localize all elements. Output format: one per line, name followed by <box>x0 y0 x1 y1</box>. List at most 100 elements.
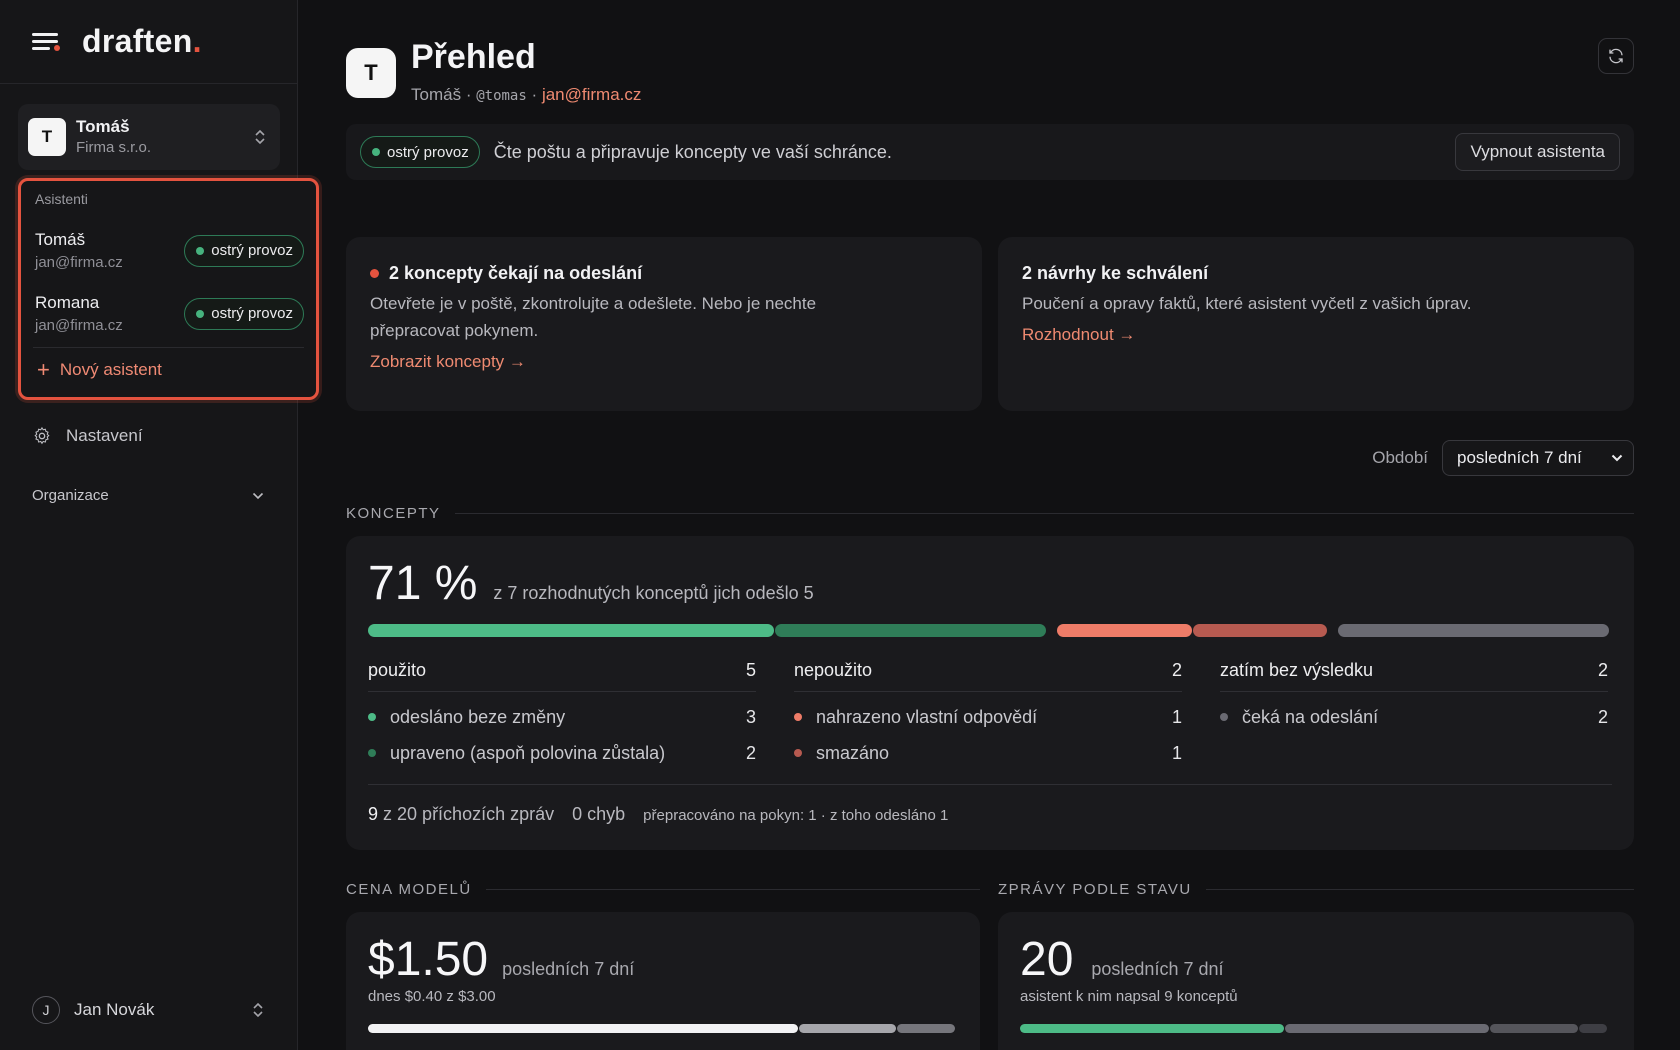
assistant-dropdown: Asistenti Tomáš jan@firma.cz ostrý provo… <box>18 178 319 400</box>
organization-section-toggle[interactable]: Organizace <box>32 487 264 504</box>
chevron-down-icon <box>252 492 264 499</box>
status-dot-icon <box>196 246 205 255</box>
legend-dot-icon <box>368 713 376 721</box>
assistant-option[interactable]: Romana jan@firma.cz ostrý provoz <box>33 282 304 345</box>
user-name: Jan Novák <box>74 1000 155 1019</box>
divider <box>368 784 1612 785</box>
cost-progress-bar <box>368 1024 956 1033</box>
bar-segment <box>1490 1024 1578 1033</box>
page-subtitle: Tomáš · @tomas · jan@firma.cz <box>411 85 642 104</box>
decide-link[interactable]: Rozhodnout → <box>1022 325 1136 344</box>
assistant-option[interactable]: Tomáš jan@firma.cz ostrý provoz <box>33 219 304 282</box>
assistant-status-bar: ostrý provoz Čte poštu a připravuje konc… <box>346 124 1634 180</box>
card-title: 2 koncepty čekají na odeslání <box>370 263 958 284</box>
sidebar-item-settings[interactable]: Nastavení <box>32 426 143 446</box>
breakdown-column: použito 5 odesláno beze změny 3 upraveno (as… <box>368 660 756 764</box>
breakdown-column: nepoužito 2 nahrazeno vlastní odpovědí 1 sma… <box>794 660 1182 764</box>
chevron-up-down-icon <box>253 1002 263 1018</box>
bar-segment <box>1056 624 1192 637</box>
org-avatar: T <box>28 118 66 156</box>
breakdown-item: čeká na odeslání 2 <box>1220 706 1608 728</box>
drafts-progress-bar <box>368 624 1610 637</box>
status-dot-icon <box>372 148 380 156</box>
new-assistant-button[interactable]: + Nový asistent <box>37 357 162 382</box>
bar-segment <box>1338 624 1609 637</box>
disable-assistant-button[interactable]: Vypnout asistenta <box>1455 133 1620 171</box>
chevron-down-icon <box>1611 454 1623 462</box>
alert-dot-icon <box>370 269 379 278</box>
period-label: Období <box>1372 448 1428 467</box>
page-header: T Přehled Tomáš · @tomas · jan@firma.cz <box>346 0 1634 118</box>
messages-detail: asistent k nim napsal 9 konceptů <box>1020 988 1238 1005</box>
status-badge: ostrý provoz <box>184 234 304 267</box>
breakdown-item: smazáno 1 <box>794 742 1182 764</box>
section-label-messages-by-status: ZPRÁVY PODLE STAVU <box>998 881 1634 898</box>
show-drafts-link[interactable]: Zobrazit koncepty → <box>370 352 526 371</box>
status-dot-icon <box>196 309 205 318</box>
cost-period: posledních 7 dní <box>502 959 635 979</box>
drafts-footer-stats: 9 z 20 příchozích zpráv 0 chyb přepracov… <box>368 804 949 824</box>
email-link[interactable]: jan@firma.cz <box>541 85 642 104</box>
bar-segment <box>368 624 775 637</box>
period-filter: Období posledních 7 dní <box>1372 440 1634 476</box>
bar-segment <box>897 1024 955 1033</box>
logo[interactable]: draften. <box>82 23 202 59</box>
drafts-pending-card: 2 koncepty čekají na odeslání Otevřete j… <box>346 237 982 411</box>
bar-segment <box>368 1024 799 1033</box>
legend-dot-icon <box>368 749 376 757</box>
period-select[interactable]: posledních 7 dní <box>1442 440 1634 476</box>
organization-switcher[interactable]: T Tomáš Firma s.r.o. <box>18 104 280 170</box>
breakdown-header: použito 5 <box>368 660 756 692</box>
menu-icon[interactable] <box>32 31 60 53</box>
cost-detail: dnes $0.40 z $3.00 <box>368 988 496 1005</box>
breakdown-header: nepoužito 2 <box>794 660 1182 692</box>
breakdown-header: zatím bez výsledku 2 <box>1220 660 1608 692</box>
bar-segment <box>1192 624 1328 637</box>
org-user-name: Tomáš <box>76 117 130 137</box>
breakdown-item: nahrazeno vlastní odpovědí 1 <box>794 706 1182 728</box>
breakdown-column: zatím bez výsledku 2 čeká na odeslání 2 <box>1220 660 1608 728</box>
legend-dot-icon <box>794 713 802 721</box>
user-avatar: J <box>32 996 60 1024</box>
assistant-name: Romana <box>35 293 100 312</box>
card-text: Otevřete je v poště, zkontrolujte a odeš… <box>370 294 817 340</box>
chevron-up-down-icon <box>254 128 266 147</box>
refresh-button[interactable] <box>1598 38 1634 74</box>
used-percent: 71 % <box>368 557 478 610</box>
legend-dot-icon <box>1220 713 1228 721</box>
gear-icon <box>34 426 50 445</box>
messages-status-card: 20 posledních 7 dní asistent k nim napsa… <box>998 912 1634 1050</box>
drafts-summary: z 7 rozhodnutých konceptů jich odešlo 5 <box>493 583 814 603</box>
brand: draften. <box>0 0 297 84</box>
messages-progress-bar <box>1020 1024 1608 1033</box>
main-content: T Přehled Tomáš · @tomas · jan@firma.cz … <box>346 0 1634 1050</box>
status-badge: ostrý provoz <box>184 297 304 330</box>
status-badge: ostrý provoz <box>360 136 480 168</box>
org-company: Firma s.r.o. <box>76 139 152 157</box>
cost-amount: $1.50 <box>368 933 489 986</box>
sidebar-item-label: Nastavení <box>66 426 143 445</box>
page-title: Přehled <box>411 38 536 76</box>
bar-segment <box>775 624 1046 637</box>
assistant-email: jan@firma.cz <box>35 317 123 334</box>
bar-segment <box>799 1024 897 1033</box>
breakdown-item: odesláno beze změny 3 <box>368 706 756 728</box>
card-text: Poučení a opravy faktů, které asistent v… <box>1022 294 1472 313</box>
assistant-name: Tomáš <box>35 230 86 249</box>
refresh-icon <box>1609 48 1623 64</box>
sidebar: draften. T Tomáš Firma s.r.o. Nastavení … <box>0 0 319 1050</box>
legend-dot-icon <box>794 749 802 757</box>
divider <box>33 347 304 348</box>
organization-label: Organizace <box>32 487 109 504</box>
user-menu[interactable]: J Jan Novák <box>32 996 264 1024</box>
messages-period: posledních 7 dní <box>1091 959 1224 979</box>
breakdown-item: upraveno (aspoň polovina zůstala) 2 <box>368 742 756 764</box>
section-label-model-cost: CENA MODELŮ <box>346 881 980 898</box>
reworked-info: přepracováno na pokyn: 1 · z toho odeslá… <box>643 807 949 824</box>
message-count: 20 <box>1020 933 1074 986</box>
status-description: Čte poštu a připravuje koncepty ve vaší … <box>493 141 892 162</box>
user-handle: @tomas <box>476 88 527 104</box>
drafts-stats-card: 71 % z 7 rozhodnutých konceptů jich odeš… <box>346 536 1634 850</box>
error-count: 0 chyb <box>572 804 626 824</box>
section-label-drafts: KONCEPTY <box>346 505 1634 522</box>
